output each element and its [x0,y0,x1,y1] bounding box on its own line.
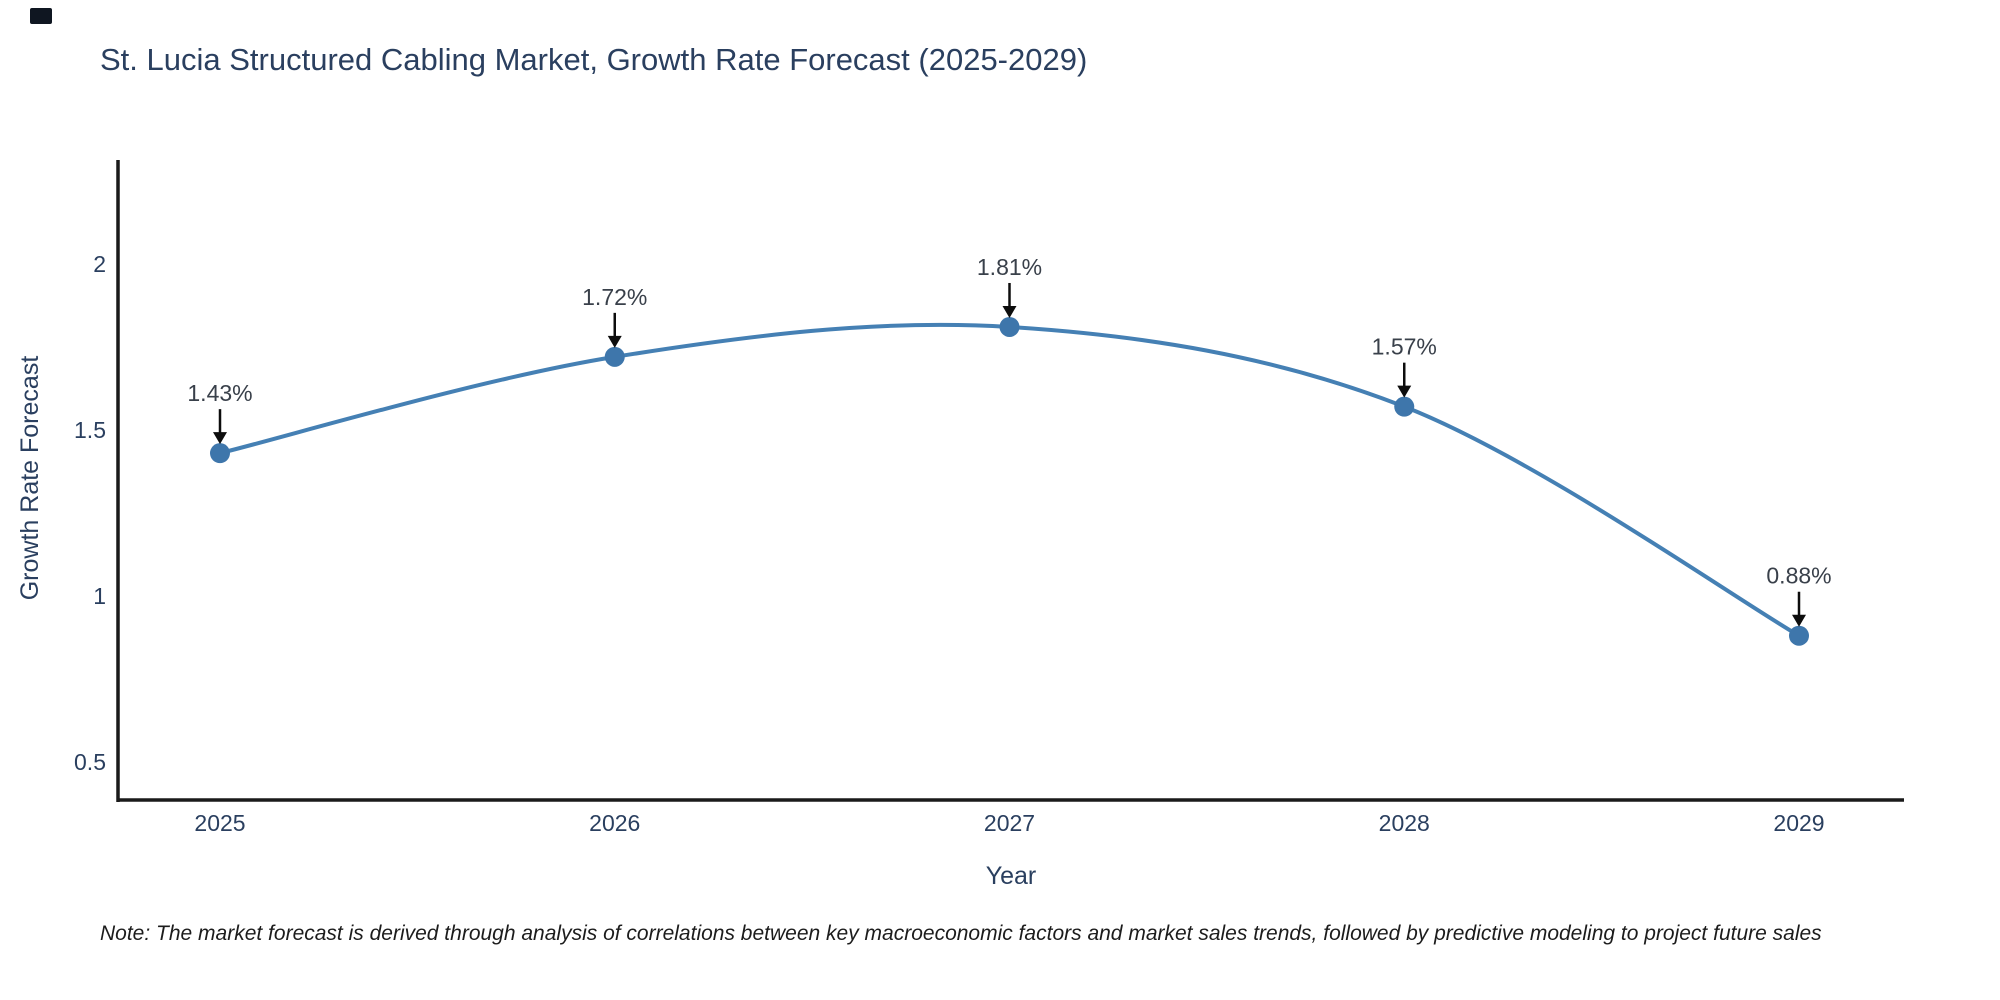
forecast-line [219,322,1801,638]
annotation-arrowhead-icon [607,335,622,348]
data-point-label: 1.57% [1372,334,1437,360]
data-point-marker [999,316,1020,337]
x-axis-title: Year [985,862,1037,890]
footnote: Note: The market forecast is derived thr… [100,922,1822,945]
corner-mark [30,8,52,24]
annotation-arrowhead-icon [213,432,227,445]
x-tick-label: 2025 [194,810,245,836]
x-tick-label: 2026 [589,810,640,836]
y-tick-label: 0.5 [74,749,106,775]
y-tick-label: 2 [93,251,106,277]
data-point-marker [1394,396,1415,417]
data-point-label: 1.43% [187,380,252,406]
x-tick-label: 2029 [1773,810,1824,836]
data-point-marker [604,346,625,367]
annotation-arrowhead-icon [1002,305,1017,318]
annotation-arrowhead-icon [1792,614,1806,627]
y-tick-label: 1 [93,583,106,609]
data-point-marker [1789,625,1809,646]
x-tick-label: 2027 [984,810,1035,836]
data-point-label: 1.81% [977,254,1042,280]
data-point-label: 1.72% [582,284,647,310]
data-point-label: 0.88% [1766,563,1831,589]
x-tick-label: 2028 [1379,810,1430,836]
annotation-arrowhead-icon [1397,385,1412,398]
chart-title: St. Lucia Structured Cabling Market, Gro… [100,42,1088,77]
y-tick-label: 1.5 [74,417,106,443]
data-point-marker [210,443,230,464]
